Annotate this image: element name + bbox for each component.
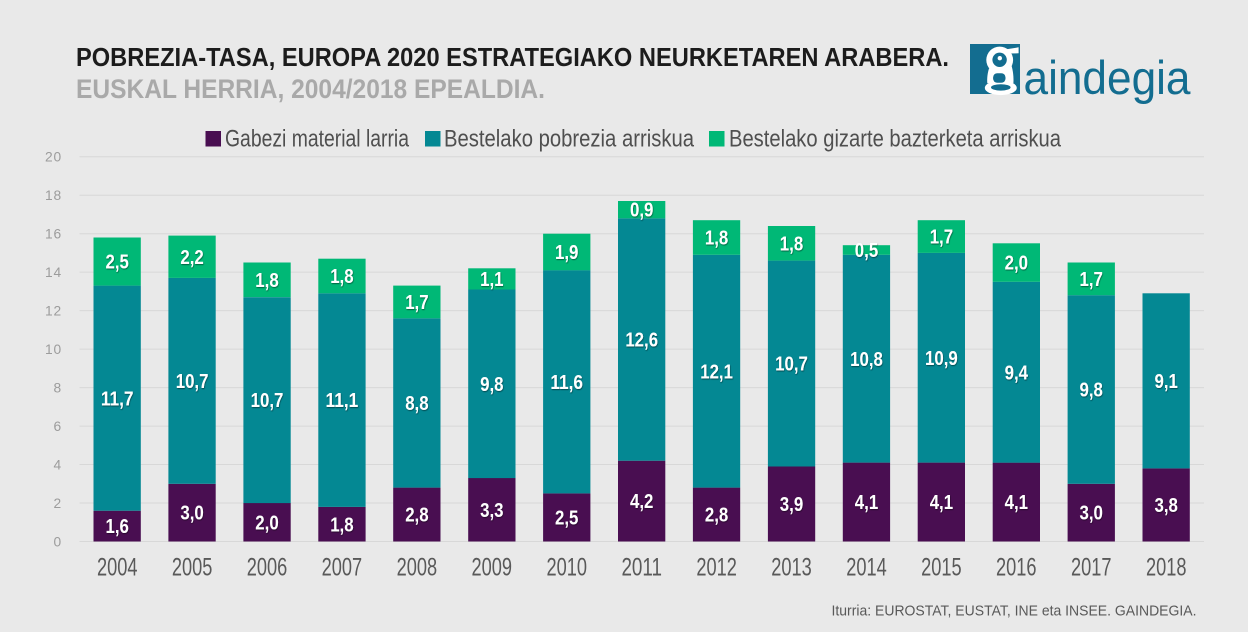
svg-text:1,8: 1,8 bbox=[330, 514, 353, 536]
svg-text:9,8: 9,8 bbox=[1080, 380, 1103, 402]
svg-text:3,0: 3,0 bbox=[1080, 503, 1103, 525]
svg-text:0: 0 bbox=[54, 534, 62, 549]
svg-text:2014: 2014 bbox=[846, 554, 887, 581]
svg-text:9,1: 9,1 bbox=[1155, 371, 1178, 393]
svg-text:2: 2 bbox=[54, 496, 62, 511]
svg-text:2,8: 2,8 bbox=[405, 505, 428, 527]
svg-text:2005: 2005 bbox=[172, 554, 213, 581]
svg-text:3,3: 3,3 bbox=[480, 500, 503, 522]
svg-text:14: 14 bbox=[45, 265, 62, 280]
svg-text:4,2: 4,2 bbox=[630, 491, 653, 513]
svg-text:10: 10 bbox=[45, 342, 62, 357]
svg-text:20: 20 bbox=[45, 150, 62, 165]
svg-text:2008: 2008 bbox=[397, 554, 438, 581]
svg-text:9,8: 9,8 bbox=[480, 374, 503, 396]
svg-text:4,1: 4,1 bbox=[930, 492, 953, 514]
svg-text:1,8: 1,8 bbox=[255, 270, 278, 292]
svg-text:2016: 2016 bbox=[996, 554, 1037, 581]
svg-text:2,5: 2,5 bbox=[555, 508, 578, 530]
svg-text:0,5: 0,5 bbox=[855, 240, 878, 262]
svg-text:3,8: 3,8 bbox=[1155, 495, 1178, 517]
svg-text:0,9: 0,9 bbox=[630, 200, 653, 222]
svg-text:2,0: 2,0 bbox=[1005, 253, 1028, 275]
svg-text:Bestelako pobrezia arriskua: Bestelako pobrezia arriskua bbox=[444, 125, 695, 152]
svg-text:1,8: 1,8 bbox=[780, 233, 803, 255]
svg-text:2009: 2009 bbox=[472, 554, 513, 581]
svg-text:11,1: 11,1 bbox=[326, 390, 359, 412]
svg-text:8,8: 8,8 bbox=[405, 393, 428, 415]
svg-text:aindegia: aindegia bbox=[1024, 52, 1192, 105]
svg-text:9,4: 9,4 bbox=[1005, 362, 1029, 384]
svg-text:12,1: 12,1 bbox=[700, 361, 733, 383]
svg-text:1,7: 1,7 bbox=[930, 227, 953, 249]
svg-text:1,7: 1,7 bbox=[405, 292, 428, 314]
svg-text:10,7: 10,7 bbox=[176, 371, 209, 393]
svg-text:2012: 2012 bbox=[696, 554, 737, 581]
svg-text:16: 16 bbox=[45, 227, 62, 242]
svg-text:POBREZIA-TASA, EUROPA 2020 EST: POBREZIA-TASA, EUROPA 2020 ESTRATEGIAKO … bbox=[76, 42, 949, 72]
svg-text:1,8: 1,8 bbox=[330, 266, 353, 288]
svg-text:EUSKAL HERRIA, 2004/2018 EPEAL: EUSKAL HERRIA, 2004/2018 EPEALDIA. bbox=[76, 74, 545, 104]
svg-text:3,0: 3,0 bbox=[180, 503, 203, 525]
svg-text:Gabezi material larria: Gabezi material larria bbox=[225, 125, 410, 152]
svg-text:2,0: 2,0 bbox=[255, 512, 278, 534]
svg-text:1,8: 1,8 bbox=[705, 228, 728, 250]
svg-text:10,9: 10,9 bbox=[925, 348, 958, 370]
svg-text:2017: 2017 bbox=[1071, 554, 1112, 581]
svg-text:2007: 2007 bbox=[322, 554, 363, 581]
svg-text:10,8: 10,8 bbox=[850, 349, 883, 371]
svg-text:2013: 2013 bbox=[771, 554, 812, 581]
svg-text:1,7: 1,7 bbox=[1080, 269, 1103, 291]
svg-text:4,1: 4,1 bbox=[855, 492, 878, 514]
svg-text:2010: 2010 bbox=[546, 554, 587, 581]
svg-text:2011: 2011 bbox=[621, 554, 662, 581]
svg-text:2006: 2006 bbox=[247, 554, 288, 581]
svg-text:2,2: 2,2 bbox=[180, 247, 203, 269]
svg-text:4,1: 4,1 bbox=[1005, 492, 1028, 514]
svg-text:2018: 2018 bbox=[1146, 554, 1187, 581]
svg-text:2004: 2004 bbox=[97, 554, 138, 581]
svg-text:11,7: 11,7 bbox=[101, 388, 134, 410]
svg-text:2015: 2015 bbox=[921, 554, 962, 581]
svg-text:10,7: 10,7 bbox=[775, 354, 808, 376]
svg-text:2,5: 2,5 bbox=[106, 252, 129, 274]
svg-text:8: 8 bbox=[54, 380, 62, 395]
svg-text:11,6: 11,6 bbox=[550, 372, 583, 394]
svg-text:10,7: 10,7 bbox=[251, 390, 284, 412]
svg-text:1,6: 1,6 bbox=[106, 516, 129, 538]
svg-text:12: 12 bbox=[45, 303, 62, 318]
svg-text:1,1: 1,1 bbox=[480, 269, 503, 291]
svg-text:4: 4 bbox=[54, 457, 62, 472]
svg-text:3,9: 3,9 bbox=[780, 494, 803, 516]
svg-text:12,6: 12,6 bbox=[625, 330, 658, 352]
svg-text:Iturria: EUROSTAT, EUSTAT, INE: Iturria: EUROSTAT, EUSTAT, INE eta INSEE… bbox=[832, 603, 1197, 620]
svg-text:18: 18 bbox=[45, 188, 62, 203]
svg-text:2,8: 2,8 bbox=[705, 505, 728, 527]
svg-text:1,9: 1,9 bbox=[555, 242, 578, 264]
svg-text:6: 6 bbox=[54, 419, 62, 434]
svg-text:Bestelako gizarte bazterketa a: Bestelako gizarte bazterketa arriskua bbox=[729, 125, 1062, 152]
